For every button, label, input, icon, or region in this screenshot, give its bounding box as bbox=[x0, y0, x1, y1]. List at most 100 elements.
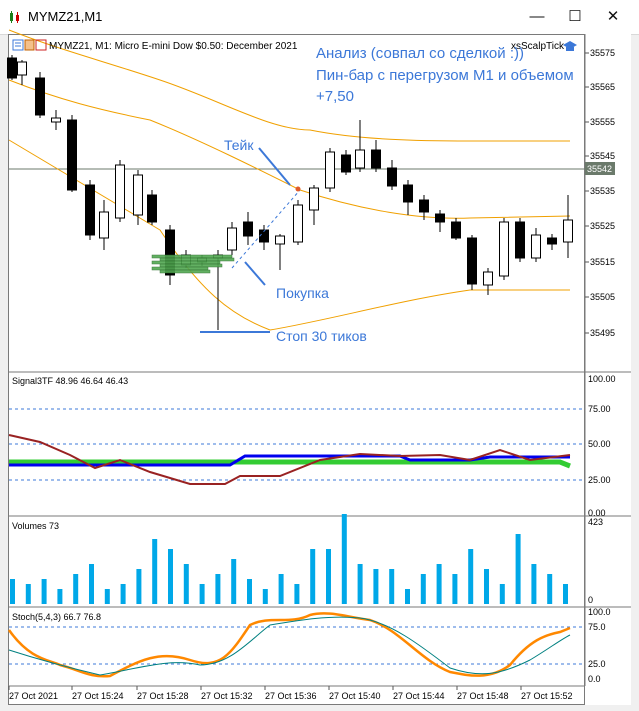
candle-body bbox=[147, 194, 157, 223]
stoch-signal-line bbox=[8, 616, 571, 676]
window-titlebar: MYMZ21,M1 — ☐ ✕ bbox=[0, 0, 639, 35]
volume-bar bbox=[499, 584, 505, 604]
annotation-analysis-line2: Пин-бар с перегрузом М1 и объемом bbox=[316, 67, 574, 84]
signal-panel: 100.00 75.00 50.00 25.00 0.00 bbox=[8, 374, 616, 518]
band-middle-line bbox=[8, 79, 571, 219]
current-price-box bbox=[585, 162, 615, 175]
signal-blue-line bbox=[9, 454, 570, 467]
price-scale: 35575 35565 35555 35545 35535 35525 35515 35505… bbox=[585, 48, 615, 338]
volume-bar bbox=[183, 564, 189, 604]
candle-body bbox=[403, 184, 413, 203]
time-tick-label: 27 Oct 2021 bbox=[9, 691, 58, 701]
volume-panel: 423 0 bbox=[10, 514, 603, 605]
candle-body bbox=[483, 271, 493, 286]
signal-tick-label: 0.00 bbox=[588, 508, 606, 518]
volume-bar bbox=[468, 549, 474, 604]
candle-body bbox=[51, 117, 61, 123]
volume-bar bbox=[389, 569, 395, 604]
price-tick-label: 35495 bbox=[590, 328, 615, 338]
volume-bar bbox=[73, 574, 79, 604]
volume-bar bbox=[436, 564, 442, 604]
volume-profile-bar bbox=[159, 257, 235, 262]
volume-tick-label: 0 bbox=[588, 595, 593, 605]
candle-body bbox=[227, 227, 237, 251]
volume-bar bbox=[136, 569, 142, 604]
candle-body bbox=[435, 213, 445, 223]
candle-body bbox=[419, 199, 429, 213]
signal-tick-label: 100.00 bbox=[588, 374, 616, 384]
signal-green-line bbox=[9, 459, 571, 469]
candle-body bbox=[17, 61, 27, 76]
chart-window-icon bbox=[10, 11, 19, 23]
volume-tick-label: 423 bbox=[588, 517, 603, 527]
volume-bar bbox=[452, 574, 458, 604]
candle-body bbox=[309, 187, 319, 211]
price-tick-label: 35525 bbox=[590, 221, 615, 231]
volume-bar bbox=[168, 549, 173, 604]
signal-red-line bbox=[8, 434, 571, 485]
band-upper-line bbox=[8, 29, 570, 142]
candle-body bbox=[99, 211, 109, 239]
time-tick-label: 27 Oct 15:32 bbox=[201, 691, 253, 701]
volume-bar bbox=[326, 549, 331, 604]
volume-label: Volumes 73 bbox=[12, 521, 59, 531]
candle-body bbox=[341, 154, 351, 173]
price-tick-label: 35545 bbox=[590, 151, 615, 161]
volume-bar bbox=[357, 564, 363, 604]
volume-bar bbox=[294, 584, 300, 604]
current-price-label: 35542 bbox=[587, 164, 612, 174]
take-arrow bbox=[258, 147, 291, 186]
candle-body bbox=[563, 219, 573, 243]
volume-bar bbox=[515, 534, 521, 604]
stoch-main-line bbox=[7, 612, 571, 678]
volume-bar bbox=[341, 514, 347, 604]
stoch-tick-label: 100.0 bbox=[588, 607, 611, 617]
minimize-button[interactable]: — bbox=[529, 8, 545, 25]
volume-bar bbox=[563, 584, 568, 604]
time-tick-label: 27 Oct 15:44 bbox=[393, 691, 445, 701]
volume-bar bbox=[373, 569, 379, 604]
stoch-tick-label: 0.0 bbox=[588, 674, 601, 684]
volume-bar bbox=[231, 559, 237, 604]
candle-body bbox=[67, 119, 77, 191]
volume-bar bbox=[89, 564, 94, 604]
signal-tick-label: 50.00 bbox=[588, 439, 611, 449]
candle-body bbox=[355, 149, 365, 169]
buy-arrow bbox=[244, 261, 266, 286]
candle-body bbox=[115, 164, 125, 219]
price-tick-label: 35515 bbox=[590, 257, 615, 267]
volume-bar bbox=[484, 569, 489, 604]
volume-bar bbox=[57, 589, 63, 604]
annotation-analysis-line3: +7,50 bbox=[316, 88, 354, 105]
time-tick-label: 27 Oct 15:28 bbox=[137, 691, 189, 701]
label-stop: Стоп 30 тиков bbox=[276, 328, 367, 344]
close-button[interactable]: ✕ bbox=[606, 8, 620, 25]
signal-label: Signal3TF 48.96 46.64 46.43 bbox=[12, 376, 128, 386]
volume-bar bbox=[531, 564, 537, 604]
price-tick-label: 35505 bbox=[590, 292, 615, 302]
maximize-button[interactable]: ☐ bbox=[568, 8, 582, 25]
candle-body bbox=[7, 57, 17, 79]
volume-profile-bar bbox=[151, 254, 233, 259]
stoch-tick-label: 25.0 bbox=[588, 659, 606, 669]
stoch-panel: 100.0 75.0 25.0 0.0 bbox=[7, 607, 611, 684]
time-tick-label: 27 Oct 15:40 bbox=[329, 691, 381, 701]
candle-body bbox=[293, 204, 303, 243]
volume-bar bbox=[405, 589, 410, 604]
volume-bar bbox=[278, 574, 284, 604]
graduation-cap-icon bbox=[563, 41, 577, 51]
volume-bar bbox=[420, 574, 426, 604]
candle-body bbox=[325, 151, 335, 189]
volume-bar bbox=[262, 589, 268, 604]
take-profit-marker bbox=[295, 186, 301, 192]
stoch-label: Stoch(5,4,3) 66.7 76.8 bbox=[12, 612, 101, 622]
candle-body bbox=[467, 237, 477, 285]
volume-bar bbox=[247, 579, 252, 604]
window-title: MYMZ21,M1 bbox=[28, 9, 103, 24]
price-tick-label: 35535 bbox=[590, 186, 615, 196]
volume-profile-bar bbox=[151, 260, 221, 265]
volume-bar bbox=[215, 574, 221, 604]
candle-body bbox=[547, 237, 557, 245]
label-take: Тейк bbox=[224, 137, 254, 153]
